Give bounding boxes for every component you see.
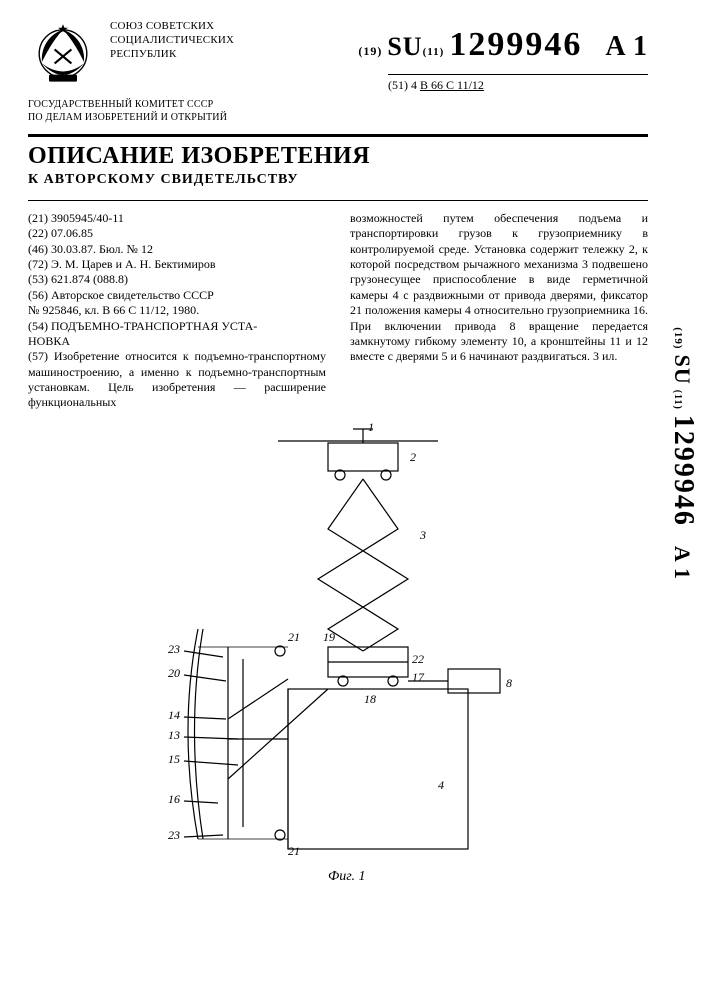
biblio-57: (57) Изобретение относится к подъемно-тр… [28,349,326,410]
svg-text:20: 20 [168,666,180,680]
svg-text:1: 1 [368,420,374,434]
svg-text:13: 13 [168,728,180,742]
union-line: СОЦИАЛИСТИЧЕСКИХ [110,34,270,48]
spine-publication: (19) SU (11) 1299946 A 1 [667,327,699,580]
publication-block: (19) SU(11) 1299946 A 1 (51) 4 B 66 C 11… [358,20,648,93]
biblio-22: (22) 07.06.85 [28,226,326,241]
ipc-classification: (51) 4 B 66 C 11/12 [388,74,648,93]
svg-text:4: 4 [438,778,444,792]
svg-text:2: 2 [410,450,416,464]
body-columns: (21) 3905945/40-11 (22) 07.06.85 (46) 30… [28,211,648,411]
doc-title: ОПИСАНИЕ ИЗОБРЕТЕНИЯ [28,143,648,170]
abstract-text: возможностей путем обеспечения подъема и… [350,211,648,365]
biblio-21: (21) 3905945/40-11 [28,211,326,226]
biblio-54b: НОВКА [28,334,326,349]
union-line: РЕСПУБЛИК [110,48,270,62]
svg-text:17: 17 [412,670,425,684]
union-line: СОЮЗ СОВЕТСКИХ [110,20,270,34]
svg-text:14: 14 [168,708,180,722]
soviet-emblem-icon [28,20,98,90]
header: СОЮЗ СОВЕТСКИХ СОЦИАЛИСТИЧЕСКИХ РЕСПУБЛИ… [28,20,648,93]
committee-line: ГОСУДАРСТВЕННЫЙ КОМИТЕТ СССР [28,99,213,110]
biblio-54a: (54) ПОДЪЕМНО-ТРАНСПОРТНАЯ УСТА- [28,319,326,334]
rule [28,134,648,137]
svg-text:22: 22 [412,652,424,666]
svg-text:21: 21 [288,630,300,644]
right-column: возможностей путем обеспечения подъема и… [350,211,648,411]
patent-page: СОЮЗ СОВЕТСКИХ СОЦИАЛИСТИЧЕСКИХ РЕСПУБЛИ… [28,20,648,889]
svg-text:19: 19 [323,630,335,644]
figure-caption: Фиг. 1 [328,869,366,885]
biblio-53: (53) 621.874 (088.8) [28,272,326,287]
left-column: (21) 3905945/40-11 (22) 07.06.85 (46) 30… [28,211,326,411]
biblio-72: (72) Э. М. Царев и А. Н. Бектимиров [28,257,326,272]
svg-text:16: 16 [168,792,180,806]
union-text: СОЮЗ СОВЕТСКИХ СОЦИАЛИСТИЧЕСКИХ РЕСПУБЛИ… [110,20,270,61]
rule [28,200,648,201]
svg-text:15: 15 [168,752,180,766]
committee-line: ПО ДЕЛАМ ИЗОБРЕТЕНИЙ И ОТКРЫТИЙ [28,112,227,123]
figure-1: 1 2 3 19 22 17 18 8 [28,419,648,889]
svg-text:3: 3 [419,528,426,542]
svg-text:18: 18 [364,692,376,706]
committee-text: ГОСУДАРСТВЕННЫЙ КОМИТЕТ СССР ПО ДЕЛАМ ИЗ… [28,99,268,124]
biblio-56b: № 925846, кл. B 66 C 11/12, 1980. [28,303,326,318]
biblio-56a: (56) Авторское свидетельство СССР [28,288,326,303]
svg-text:21: 21 [288,844,300,858]
doc-subtitle: К АВТОРСКОМУ СВИДЕТЕЛЬСТВУ [28,172,648,188]
publication-number: (19) SU(11) 1299946 A 1 [358,26,648,64]
biblio-46: (46) 30.03.87. Бюл. № 12 [28,242,326,257]
svg-text:23: 23 [168,642,180,656]
svg-text:23: 23 [168,828,180,842]
svg-text:8: 8 [506,676,512,690]
